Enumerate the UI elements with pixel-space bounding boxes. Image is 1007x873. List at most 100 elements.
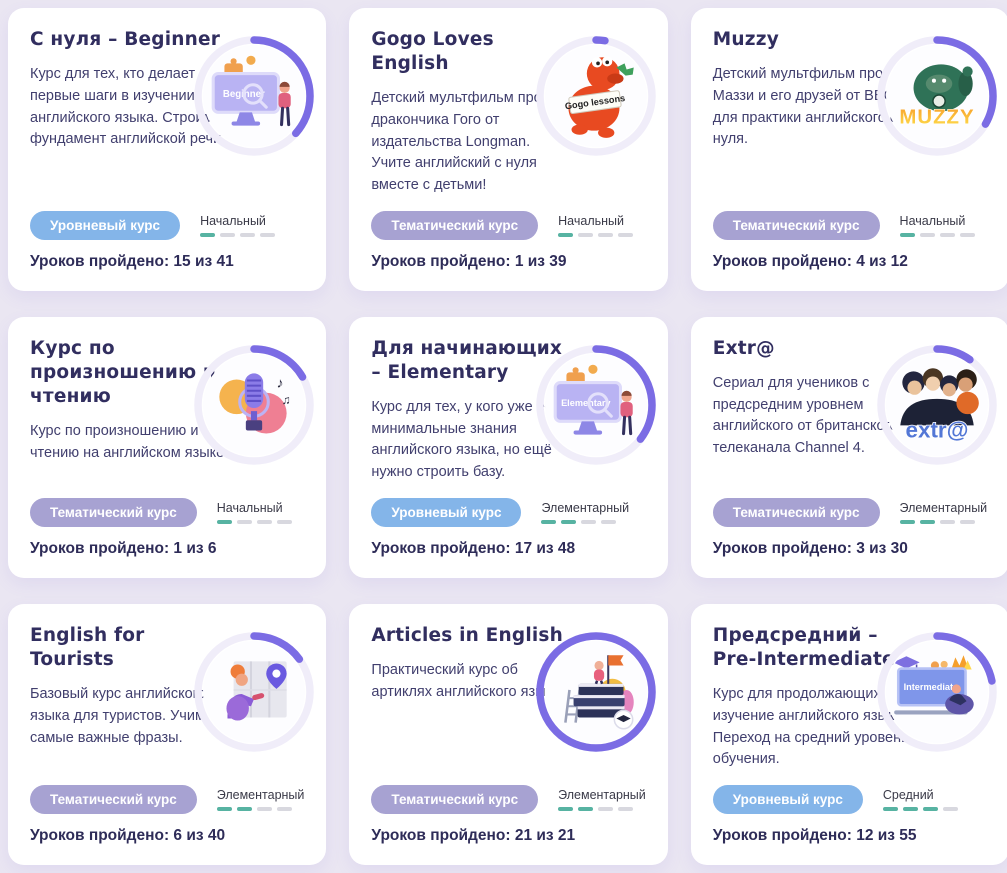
magnifier-icon — [242, 83, 265, 105]
level-indicator: Элементарный — [541, 501, 629, 524]
level-dashes — [216, 519, 292, 524]
course-card[interactable]: С нуля – Beginner Курс для тех, кто дела… — [8, 8, 327, 291]
course-type-badge: Уровневый курс — [712, 785, 863, 815]
level-dash — [922, 807, 938, 812]
course-card[interactable]: Muzzy Детский мультфильм про Маззи и его… — [690, 8, 1007, 291]
course-title[interactable]: Для начинающих – Elementary — [371, 337, 563, 383]
level-dash — [598, 232, 614, 237]
level-dashes — [899, 232, 975, 237]
level-label: Элементарный — [541, 500, 630, 515]
level-dash — [200, 232, 216, 237]
level-dash — [939, 232, 955, 237]
level-dash — [260, 232, 276, 237]
level-indicator: Начальный — [216, 500, 292, 524]
music-note-icon: ♪ — [277, 376, 284, 392]
progress-ring — [192, 630, 316, 754]
progress-ring: Gogo lessons — [534, 34, 658, 158]
level-dash — [256, 519, 272, 524]
progress-ring: Beginner — [192, 34, 316, 158]
level-indicator: Начальный — [200, 213, 276, 237]
level-dash — [581, 519, 597, 524]
course-description: Детский мультфильм про Маззи и его друзе… — [712, 66, 898, 148]
progress-ring-svg — [194, 345, 315, 465]
level-dash — [240, 232, 256, 237]
progress-ring: Elementary — [534, 343, 658, 467]
progress-ring-svg — [877, 36, 997, 156]
course-description: Курс по произношению и чтению на английс… — [30, 422, 229, 461]
course-card[interactable]: Предсредний – Pre-Intermediate Курс для … — [690, 603, 1007, 866]
course-card[interactable]: Gogo Loves English Детский мультфильм пр… — [349, 8, 668, 291]
progress-ring-svg — [536, 345, 656, 465]
level-label: Начальный — [200, 213, 266, 228]
course-card[interactable]: Extr@ Сериал для учеников с предсредним … — [690, 316, 1007, 578]
course-title[interactable]: Gogo Loves English — [371, 29, 494, 75]
course-type-badge: Тематический курс — [371, 785, 539, 815]
course-description: Курс для тех, у кого уже есть минимальны… — [371, 398, 567, 481]
course-type-badge: Тематический курс — [30, 497, 197, 527]
level-dash — [220, 232, 236, 237]
lessons-progress: Уроков пройдено: 6 из 40 — [30, 827, 226, 845]
course-title[interactable]: Extr@ — [712, 337, 775, 359]
level-dash — [959, 519, 975, 524]
level-dash — [276, 519, 292, 524]
course-title[interactable]: Muzzy — [712, 29, 779, 50]
course-description: Курс для тех, кто делает первые шаги в и… — [30, 66, 226, 148]
lessons-progress: Уроков пройдено: 15 из 41 — [30, 252, 234, 270]
monitor-intermediate-illustration: Intermediate — [886, 640, 989, 743]
level-dash — [216, 807, 232, 812]
lessons-progress: Уроков пройдено: 1 из 39 — [371, 252, 567, 270]
course-type-badge: Уровневый курс — [30, 210, 181, 240]
course-description: Сериал для учеников с предсредним уровне… — [712, 374, 898, 457]
level-dash — [256, 807, 272, 812]
course-card[interactable]: English for Tourists Базовый курс англий… — [8, 603, 327, 866]
progress-ring — [534, 630, 658, 754]
gogo-dragon-illustration: Gogo lessons — [544, 45, 647, 147]
course-title[interactable]: Articles in English — [371, 624, 563, 646]
lessons-progress: Уроков пройдено: 12 из 55 — [712, 827, 917, 845]
monitor-beginner-illustration: Beginner — [203, 45, 306, 147]
level-indicator: Элементарный — [216, 788, 305, 812]
course-card[interactable]: Articles in English Практический курс об… — [349, 603, 668, 866]
progress-ring-svg — [536, 36, 656, 156]
course-type-badge: Уровневый курс — [371, 497, 522, 527]
level-indicator: Элементарный — [558, 788, 646, 812]
muzzy-logo: MUZZY — [900, 107, 975, 129]
level-label: Средний — [882, 788, 934, 803]
level-dash — [618, 807, 634, 812]
lessons-progress: Уроков пройдено: 4 из 12 — [712, 252, 908, 270]
level-dashes — [541, 519, 629, 524]
level-dash — [216, 519, 232, 524]
course-card[interactable]: Курс по произношению и чтению Курс по пр… — [8, 316, 327, 578]
flag-icon — [608, 655, 624, 666]
level-dash — [939, 519, 955, 524]
progress-ring-svg — [877, 345, 997, 465]
course-type-badge: Тематический курс — [712, 210, 880, 240]
level-dash — [236, 807, 252, 812]
level-dash — [882, 807, 898, 812]
books-stack-illustration — [544, 640, 647, 743]
level-dash — [618, 232, 634, 237]
level-label: Элементарный — [899, 500, 988, 515]
lessons-progress: Уроков пройдено: 17 из 48 — [371, 539, 576, 557]
course-card[interactable]: Для начинающих – Elementary Курс для тех… — [349, 316, 668, 578]
course-title[interactable]: Предсредний – Pre-Intermediate — [712, 624, 895, 670]
level-label: Элементарный — [216, 788, 305, 803]
level-dash — [578, 232, 594, 237]
screen-label: Elementary — [561, 398, 611, 408]
screen-label: Intermediate — [904, 682, 959, 692]
progress-ring-svg — [194, 36, 315, 156]
progress-ring: Intermediate — [875, 630, 999, 754]
course-description: Практический курс об артиклях английског… — [371, 661, 565, 700]
level-label: Начальный — [216, 500, 283, 515]
level-dash — [561, 519, 577, 524]
level-dashes — [899, 519, 988, 524]
level-dash — [899, 519, 915, 524]
level-dashes — [558, 232, 634, 237]
magnifier-icon — [587, 392, 609, 414]
course-type-badge: Тематический курс — [30, 785, 197, 815]
course-title[interactable]: Курс по произношению и чтению — [30, 337, 217, 407]
course-title[interactable]: С нуля – Beginner — [30, 29, 221, 50]
level-dash — [598, 807, 614, 812]
course-title[interactable]: English for Tourists — [30, 624, 145, 670]
